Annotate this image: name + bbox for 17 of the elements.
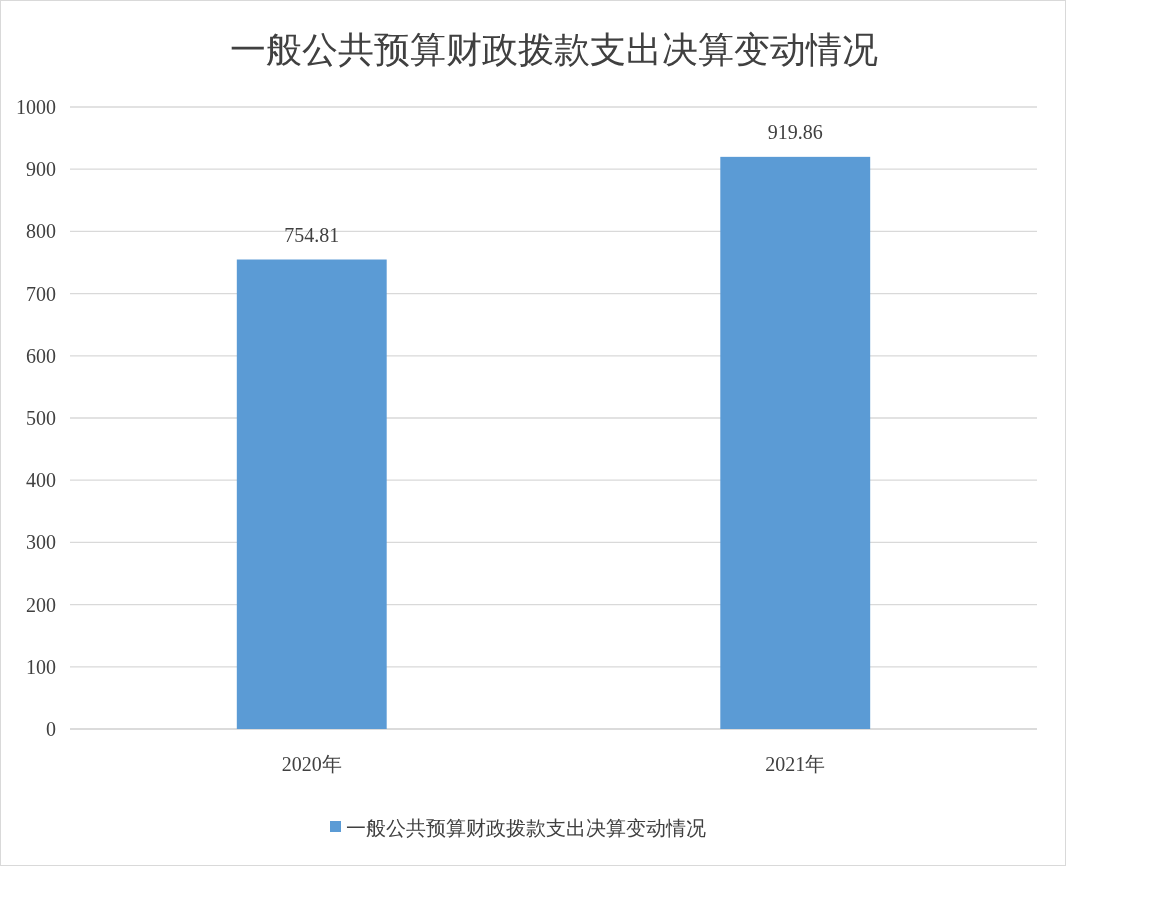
y-tick-label: 500 — [26, 407, 56, 429]
chart-title: 一般公共预算财政拨款支出决算变动情况 — [229, 30, 878, 70]
y-tick-label: 700 — [26, 282, 56, 305]
y-tick-label: 1000 — [16, 96, 56, 118]
x-tick-label: 2021年 — [765, 753, 826, 775]
legend-label: 一般公共预算财政拨款支出决算变动情况 — [346, 817, 706, 839]
y-tick-label: 900 — [26, 158, 56, 181]
data-label: 754.81 — [284, 223, 340, 246]
y-tick-label: 200 — [26, 593, 56, 616]
y-tick-label: 100 — [26, 655, 56, 678]
y-tick-label: 600 — [26, 344, 56, 367]
y-tick-label: 300 — [26, 531, 56, 554]
y-tick-label: 0 — [46, 718, 56, 740]
x-tick-label: 2020年 — [281, 753, 342, 775]
data-label: 919.86 — [767, 120, 823, 143]
y-tick-label: 800 — [26, 220, 56, 243]
y-tick-label: 400 — [26, 469, 56, 492]
